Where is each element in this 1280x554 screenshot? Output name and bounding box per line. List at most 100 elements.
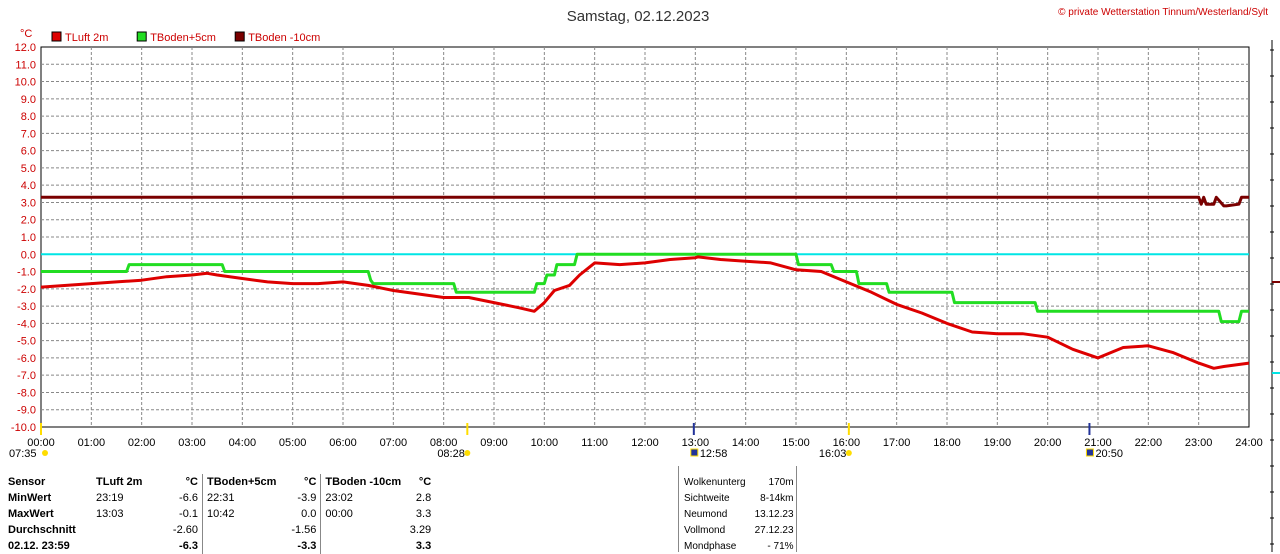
series-line-tboden-10cm (41, 195, 1249, 208)
stats-value: -3.3 (297, 540, 317, 552)
stats-value: -6.6 (179, 492, 198, 504)
stats-time (92, 522, 150, 538)
stats-time: 00:00 (320, 506, 406, 522)
x-tick-label: 02:00 (128, 437, 156, 449)
stats-time: 13:03 (96, 508, 124, 520)
y-tick-label: -1.0 (17, 267, 36, 279)
info-value: 170m (768, 476, 794, 488)
info-row: Neumond 13.12.23 (684, 506, 798, 522)
stats-header-col3: TBoden -10cm (320, 474, 406, 490)
x-tick-label: 13:00 (682, 437, 710, 449)
x-tick-label: 11:00 (581, 437, 608, 449)
legend-label: TLuft 2m (65, 32, 108, 44)
marker-time-label: 16:03 (819, 448, 847, 460)
info-divider-right (796, 466, 797, 552)
y-tick-label: 4.0 (21, 180, 36, 192)
y-tick-label: 8.0 (21, 111, 36, 123)
x-tick-label: 08:00 (430, 437, 458, 449)
stats-value: -0.1 (179, 508, 198, 520)
x-tick-label: 10:00 (531, 437, 559, 449)
y-tick-label: -5.0 (17, 336, 36, 348)
stats-header-col1: TLuft 2m (96, 476, 143, 488)
x-tick-label: 03:00 (178, 437, 206, 449)
stats-time (202, 538, 281, 554)
stats-header-unit3: °C (418, 476, 432, 488)
stats-time (320, 538, 406, 554)
y-tick-label: 2.0 (21, 215, 36, 227)
legend-swatch (51, 31, 62, 42)
y-axis-ticks: 12.0 11.0 10.0 9.0 8.0 7.0 6.0 5.0 4.0 3.0 2.0 1.0 0… (11, 42, 36, 434)
y-tick-label: 11.0 (15, 59, 36, 71)
stats-value: 3.3 (415, 508, 432, 520)
marker-time-label: 12:58 (700, 448, 728, 460)
stats-time (202, 522, 281, 538)
stats-header-unit2: °C (304, 476, 317, 488)
x-tick-label: 12:00 (631, 437, 659, 449)
stats-row-current: 02.12. 23:59 -6.3 -3.3 3.3 (4, 538, 435, 554)
info-value: 8-14km (760, 492, 794, 504)
legend: TLuft 2m TBoden+5cm TBoden -10cm (51, 31, 320, 44)
y-tick-label: -7.0 (17, 370, 36, 382)
moon-icon (690, 448, 699, 457)
y-tick-label: -3.0 (17, 301, 36, 313)
series-line-tboden-5cm (41, 252, 1249, 324)
stats-value: 2.8 (415, 492, 432, 504)
sun-icon (42, 450, 48, 456)
info-divider-left (678, 466, 679, 552)
y-tick-label: 0.0 (21, 249, 36, 261)
stats-time: 23:02 (320, 490, 406, 506)
legend-swatch (136, 31, 147, 42)
stats-table: Sensor TLuft 2m °C TBoden+5cm °C TBoden … (4, 474, 435, 554)
y-unit-label: °C (20, 28, 32, 40)
stats-row-min: MinWert 23:19 -6.6 22:31 -3.9 23:02 2.8 (4, 490, 435, 506)
legend-label: TBoden+5cm (150, 32, 216, 44)
x-tick-label: 04:00 (229, 437, 257, 449)
y-tick-label: 7.0 (21, 128, 36, 140)
x-tick-label: 00:00 (27, 437, 55, 449)
y-tick-label: 9.0 (21, 94, 36, 106)
legend-label: TBoden -10cm (248, 32, 320, 44)
stats-value: -2.60 (172, 524, 198, 536)
stats-value: -3.9 (297, 492, 317, 504)
right-scale-strip (1270, 40, 1280, 552)
info-value: 27.12.23 (754, 524, 794, 536)
stats-value: -6.3 (179, 540, 198, 552)
stats-value: 3.3 (415, 540, 432, 552)
x-tick-label: 09:00 (480, 437, 508, 449)
y-tick-label: 3.0 (21, 197, 36, 209)
y-tick-label: -4.0 (17, 318, 36, 330)
series-line-tluft-2m (40, 255, 1250, 370)
y-tick-label: -9.0 (17, 405, 36, 417)
stats-row-label: MinWert (8, 492, 52, 504)
y-tick-label: -10.0 (11, 422, 36, 434)
x-tick-label: 17:00 (883, 437, 911, 449)
info-row: Vollmond 27.12.23 (684, 522, 798, 538)
sun-icon (845, 450, 852, 456)
info-value: 13.12.23 (754, 508, 794, 520)
info-row: Mondphase - 71% (684, 538, 798, 554)
stats-value: 0.0 (301, 508, 317, 520)
stats-time: 10:42 (202, 506, 281, 522)
stats-row-average: Durchschnitt -2.60 -1.56 3.29 (4, 522, 435, 538)
x-tick-label: 06:00 (329, 437, 357, 449)
x-tick-label: 21:00 (1084, 437, 1112, 449)
y-tick-label: -8.0 (17, 387, 36, 399)
x-tick-label: 07:00 (380, 437, 408, 449)
stats-time: 23:19 (96, 492, 124, 504)
x-tick-label: 22:00 (1135, 437, 1163, 449)
stats-value: 3.29 (409, 524, 432, 536)
weather-info-table: Wolkenunterg 170m Sichtweite 8-14km Neumon… (684, 474, 798, 554)
stats-header-sensor: Sensor (8, 476, 46, 488)
stats-row-max: MaxWert 13:03 -0.1 10:42 0.0 00:00 3.3 (4, 506, 435, 522)
info-label: Vollmond (684, 524, 726, 536)
marker-time-label: 07:35 (9, 448, 37, 460)
y-tick-label: 1.0 (21, 232, 36, 244)
x-tick-label: 18:00 (933, 437, 961, 449)
marker-time-label: 20:50 (1095, 448, 1123, 460)
stats-header-row: Sensor TLuft 2m °C TBoden+5cm °C TBoden … (4, 474, 435, 490)
sun-icon (464, 450, 471, 456)
info-row: Wolkenunterg 170m (684, 474, 798, 490)
series-layer (40, 195, 1250, 370)
y-tick-label: 6.0 (21, 146, 36, 158)
info-label: Mondphase (684, 540, 737, 552)
